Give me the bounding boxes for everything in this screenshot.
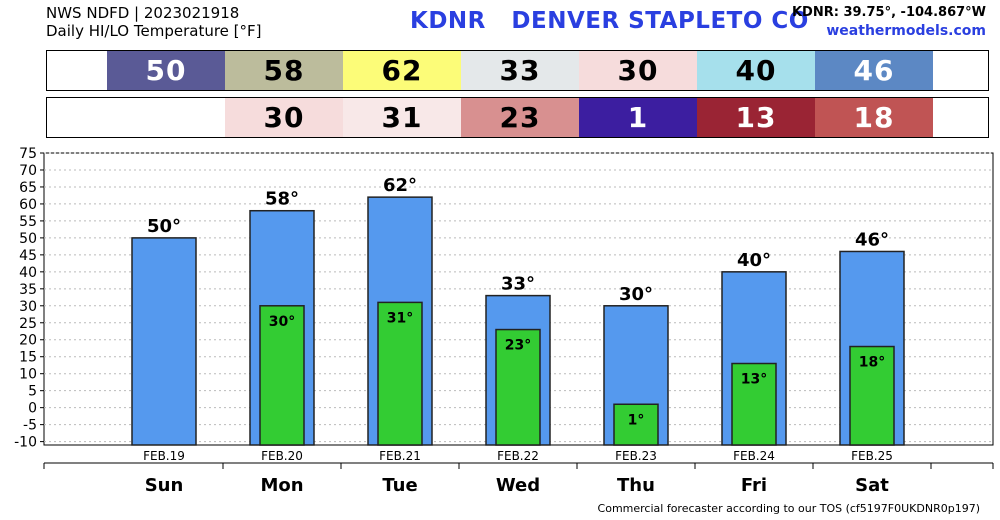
y-tick-label: 70 — [19, 163, 37, 179]
high-cell-5: 40 — [697, 51, 815, 90]
y-tick-label: 75 — [19, 146, 37, 162]
low-bar — [377, 301, 423, 446]
station-title: KDNR DENVER STAPLETO CO — [410, 8, 809, 34]
low-bar — [849, 345, 895, 446]
low-cell-5: 13 — [697, 98, 815, 137]
day-label: Fri — [741, 475, 767, 496]
day-label: Thu — [617, 475, 655, 496]
header-right: KDNR: 39.75°, -104.867°W weathermodels.c… — [792, 4, 986, 40]
low-cell-1: 30 — [225, 98, 343, 137]
date-label: FEB.20 — [261, 449, 303, 463]
high-cell-2: 62 — [343, 51, 461, 90]
high-bar-label: 33° — [501, 274, 535, 295]
chart-variable-label: Daily HI/LO Temperature [°F] — [46, 22, 262, 40]
footer-note: Commercial forecaster according to our T… — [597, 502, 980, 515]
y-tick-label: 35 — [19, 282, 37, 298]
high-bar-label: 62° — [383, 175, 417, 196]
high-cell-1: 58 — [225, 51, 343, 90]
low-cell-3: 23 — [461, 98, 579, 137]
low-bar-label: 30° — [269, 314, 295, 330]
high-cell-0: 50 — [107, 51, 225, 90]
date-label: FEB.25 — [851, 449, 893, 463]
y-tick-label: 65 — [19, 180, 37, 196]
low-bar — [731, 362, 777, 446]
day-label: Tue — [382, 475, 417, 496]
low-temp-table: 30 31 23 1 13 18 — [46, 97, 989, 138]
low-bar-label: 31° — [387, 310, 413, 326]
y-tick-label: 50 — [19, 231, 37, 247]
y-tick-label: 15 — [19, 350, 37, 366]
y-tick-label: 30 — [19, 299, 37, 315]
high-bar-label: 46° — [855, 229, 889, 250]
day-label: Sun — [145, 475, 184, 496]
y-tick-label: 5 — [28, 384, 37, 400]
low-cell-0 — [107, 98, 225, 137]
date-label: FEB.24 — [733, 449, 775, 463]
y-tick-label: 45 — [19, 248, 37, 264]
date-label: FEB.22 — [497, 449, 539, 463]
day-label: Mon — [260, 475, 303, 496]
low-bar — [259, 305, 305, 446]
high-bar-label: 58° — [265, 189, 299, 210]
low-bar-label: 23° — [505, 338, 531, 354]
y-tick-label: -5 — [23, 418, 37, 434]
date-label: FEB.23 — [615, 449, 657, 463]
y-tick-label: 10 — [19, 367, 37, 383]
low-cell-2: 31 — [343, 98, 461, 137]
site-link[interactable]: weathermodels.com — [826, 23, 986, 39]
low-bar-label: 13° — [741, 372, 767, 388]
y-tick-label: 25 — [19, 316, 37, 332]
high-bar-label: 30° — [619, 284, 653, 305]
low-bar — [495, 328, 541, 446]
day-label: Wed — [496, 475, 540, 496]
y-tick-label: -10 — [14, 435, 37, 451]
high-cell-6: 46 — [815, 51, 933, 90]
y-tick-label: 60 — [19, 197, 37, 213]
date-label: FEB.21 — [379, 449, 421, 463]
high-bar-label: 50° — [147, 216, 181, 237]
y-tick-label: 20 — [19, 333, 37, 349]
header-left: NWS NDFD | 2023021918 Daily HI/LO Temper… — [46, 4, 262, 40]
low-bar-label: 18° — [859, 355, 885, 371]
high-cell-4: 30 — [579, 51, 697, 90]
low-bar — [613, 403, 659, 446]
low-cell-6: 18 — [815, 98, 933, 137]
y-tick-label: 55 — [19, 214, 37, 230]
station-coords: KDNR: 39.75°, -104.867°W — [791, 5, 986, 20]
high-cell-3: 33 — [461, 51, 579, 90]
day-label: Sat — [855, 475, 889, 496]
low-cell-4: 1 — [579, 98, 697, 137]
low-bar-label: 1° — [628, 412, 645, 428]
high-temp-table: 50 58 62 33 30 40 46 — [46, 50, 989, 91]
date-label: FEB.19 — [143, 449, 185, 463]
y-tick-label: 0 — [28, 401, 37, 417]
high-bar-label: 40° — [737, 250, 771, 271]
high-bar — [131, 237, 197, 446]
model-run-label: NWS NDFD | 2023021918 — [46, 4, 240, 22]
y-tick-label: 40 — [19, 265, 37, 281]
temperature-chart: 757065605550454035302520151050-5-1050°58… — [14, 146, 994, 496]
